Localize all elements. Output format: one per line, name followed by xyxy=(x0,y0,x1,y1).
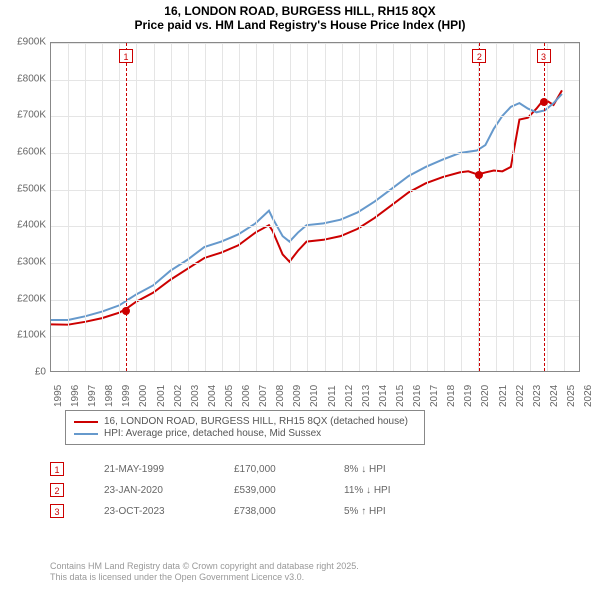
event-price: £539,000 xyxy=(234,485,304,496)
x-axis-label: 2002 xyxy=(173,385,184,407)
event-row: 1 21-MAY-1999 £170,000 8% ↓ HPI xyxy=(50,462,424,476)
event-date: 21-MAY-1999 xyxy=(104,464,194,475)
x-axis-label: 1995 xyxy=(53,385,64,407)
event-diff: 8% ↓ HPI xyxy=(344,464,424,475)
x-axis-label: 2018 xyxy=(446,385,457,407)
event-row: 2 23-JAN-2020 £539,000 11% ↓ HPI xyxy=(50,483,424,497)
event-vline xyxy=(126,43,127,371)
x-axis-label: 2026 xyxy=(583,385,594,407)
x-axis-label: 2004 xyxy=(207,385,218,407)
y-axis-label: £700K xyxy=(0,110,46,121)
chart-wrap: 1 2 3 £0 £100K £200K £300K £400K £500K £600K £700… xyxy=(0,34,600,434)
event-marker xyxy=(122,307,130,315)
event-date: 23-JAN-2020 xyxy=(104,485,194,496)
x-axis-label: 1999 xyxy=(121,385,132,407)
legend-swatch xyxy=(74,421,98,423)
y-axis-label: £500K xyxy=(0,183,46,194)
plot-area: 1 2 3 xyxy=(50,42,580,372)
y-axis-label: £800K xyxy=(0,73,46,84)
event-date: 23-OCT-2023 xyxy=(104,506,194,517)
event-number-box: 2 xyxy=(50,483,64,497)
legend-label: 16, LONDON ROAD, BURGESS HILL, RH15 8QX … xyxy=(104,416,408,427)
chart-lines-svg xyxy=(51,43,579,371)
x-axis-label: 2007 xyxy=(258,385,269,407)
x-axis-label: 2025 xyxy=(566,385,577,407)
x-axis-label: 1998 xyxy=(104,385,115,407)
title-line-2: Price paid vs. HM Land Registry's House … xyxy=(0,18,600,32)
legend-row: HPI: Average price, detached house, Mid … xyxy=(74,428,416,439)
y-axis-label: £600K xyxy=(0,147,46,158)
event-diff: 11% ↓ HPI xyxy=(344,485,424,496)
event-number-box: 1 xyxy=(119,49,133,63)
x-axis-label: 2005 xyxy=(224,385,235,407)
x-axis-label: 2011 xyxy=(327,385,338,407)
event-number-box: 2 xyxy=(472,49,486,63)
x-axis-label: 2001 xyxy=(156,385,167,407)
legend-label: HPI: Average price, detached house, Mid … xyxy=(104,428,321,439)
event-row: 3 23-OCT-2023 £738,000 5% ↑ HPI xyxy=(50,504,424,518)
x-axis-label: 2000 xyxy=(138,385,149,407)
x-axis-label: 2012 xyxy=(344,385,355,407)
footer-attribution: Contains HM Land Registry data © Crown c… xyxy=(50,561,359,584)
x-axis-label: 2009 xyxy=(292,385,303,407)
y-axis-label: £0 xyxy=(0,367,46,378)
x-axis-label: 2024 xyxy=(549,385,560,407)
event-price: £738,000 xyxy=(234,506,304,517)
event-vline xyxy=(544,43,545,371)
x-axis-label: 2010 xyxy=(309,385,320,407)
x-axis-label: 2017 xyxy=(429,385,440,407)
footer-line-1: Contains HM Land Registry data © Crown c… xyxy=(50,561,359,573)
event-diff: 5% ↑ HPI xyxy=(344,506,424,517)
x-axis-label: 2023 xyxy=(532,385,543,407)
x-axis-label: 1997 xyxy=(87,385,98,407)
x-axis-label: 2014 xyxy=(378,385,389,407)
x-axis-label: 2003 xyxy=(190,385,201,407)
event-marker xyxy=(475,171,483,179)
x-axis-label: 2020 xyxy=(480,385,491,407)
x-axis-label: 2013 xyxy=(361,385,372,407)
event-number-box: 3 xyxy=(50,504,64,518)
chart-title-block: 16, LONDON ROAD, BURGESS HILL, RH15 8QX … xyxy=(0,0,600,34)
title-line-1: 16, LONDON ROAD, BURGESS HILL, RH15 8QX xyxy=(0,4,600,18)
event-vline xyxy=(479,43,480,371)
footer-line-2: This data is licensed under the Open Gov… xyxy=(50,572,359,584)
event-price: £170,000 xyxy=(234,464,304,475)
x-axis-label: 2008 xyxy=(275,385,286,407)
x-axis-label: 2022 xyxy=(515,385,526,407)
legend-swatch xyxy=(74,433,98,435)
y-axis-label: £400K xyxy=(0,220,46,231)
event-number-box: 3 xyxy=(537,49,551,63)
x-axis-label: 2021 xyxy=(498,385,509,407)
x-axis-label: 2015 xyxy=(395,385,406,407)
x-axis-label: 2006 xyxy=(241,385,252,407)
x-axis-label: 2019 xyxy=(463,385,474,407)
legend-box: 16, LONDON ROAD, BURGESS HILL, RH15 8QX … xyxy=(65,410,425,445)
y-axis-label: £900K xyxy=(0,37,46,48)
x-axis-label: 2016 xyxy=(412,385,423,407)
event-number-box: 1 xyxy=(50,462,64,476)
y-axis-label: £300K xyxy=(0,257,46,268)
y-axis-label: £200K xyxy=(0,293,46,304)
x-axis-label: 1996 xyxy=(70,385,81,407)
legend-row: 16, LONDON ROAD, BURGESS HILL, RH15 8QX … xyxy=(74,416,416,427)
y-axis-label: £100K xyxy=(0,330,46,341)
events-table: 1 21-MAY-1999 £170,000 8% ↓ HPI 2 23-JAN… xyxy=(50,455,424,525)
event-marker xyxy=(540,98,548,106)
